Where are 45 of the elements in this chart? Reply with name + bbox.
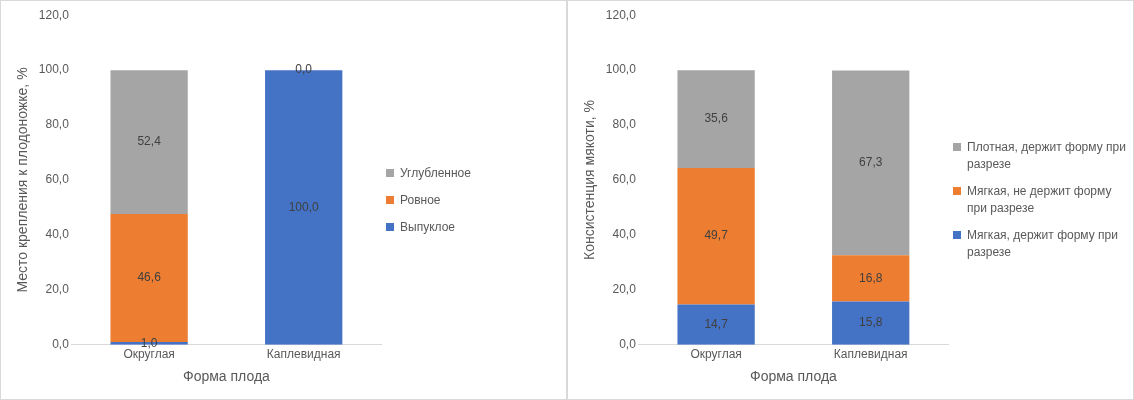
legend-label: Плотная, держит форму при разрезе bbox=[967, 139, 1127, 173]
data-label: 100,0 bbox=[288, 199, 320, 214]
y-tick-label: 100,0 bbox=[605, 62, 637, 77]
x-tick-label: Каплевидная bbox=[266, 347, 341, 362]
y-axis-title: Консистенция мякоти, % bbox=[581, 99, 598, 261]
legend-label: Выпуклое bbox=[400, 218, 455, 236]
y-tick-label: 0,0 bbox=[52, 337, 70, 352]
y-tick-label: 20,0 bbox=[612, 282, 637, 297]
legend-label: Углубленное bbox=[400, 164, 471, 182]
bar bbox=[832, 255, 910, 302]
data-label: 52,4 bbox=[137, 134, 162, 149]
legend-label: Мягкая, не держит форму при разрезе bbox=[967, 183, 1113, 217]
bar bbox=[677, 304, 755, 345]
x-axis-title: Форма плода bbox=[749, 368, 838, 385]
bar bbox=[110, 70, 188, 215]
y-tick-label: 60,0 bbox=[45, 172, 70, 187]
y-tick-label: 60,0 bbox=[612, 172, 637, 187]
bar bbox=[832, 70, 910, 256]
bar bbox=[832, 301, 910, 345]
x-axis-title: Форма плода bbox=[182, 368, 271, 385]
y-tick-label: 80,0 bbox=[45, 117, 70, 132]
bar bbox=[677, 70, 755, 168]
data-label: 46,6 bbox=[137, 270, 162, 285]
bar bbox=[677, 167, 755, 305]
x-tick-label: Каплевидная bbox=[833, 347, 908, 362]
data-label: 15,8 bbox=[859, 315, 883, 330]
data-label: 1,0 bbox=[140, 335, 158, 350]
y-tick-label: 0,0 bbox=[619, 337, 637, 352]
x-tick-label: Округлая bbox=[123, 347, 175, 362]
y-tick-label: 80,0 bbox=[612, 117, 637, 132]
y-tick-label: 40,0 bbox=[45, 227, 70, 242]
data-label: 49,7 bbox=[704, 228, 729, 243]
y-tick-label: 40,0 bbox=[612, 227, 637, 242]
data-label: 14,7 bbox=[704, 316, 729, 331]
x-tick-label: Округлая bbox=[690, 347, 742, 362]
data-label: 67,3 bbox=[859, 155, 883, 170]
legend-label: Ровное bbox=[400, 191, 441, 209]
legend-label: Мягкая, держит форму при разрезе bbox=[967, 227, 1119, 261]
data-label: 16,8 bbox=[859, 270, 883, 285]
y-axis-title: Место крепления к плодоножке, % bbox=[14, 67, 31, 293]
y-tick-label: 100,0 bbox=[38, 62, 70, 77]
y-tick-label: 20,0 bbox=[45, 282, 70, 297]
y-tick-label: 120,0 bbox=[38, 7, 70, 22]
data-label: 35,6 bbox=[704, 111, 729, 126]
y-tick-label: 120,0 bbox=[605, 7, 637, 22]
